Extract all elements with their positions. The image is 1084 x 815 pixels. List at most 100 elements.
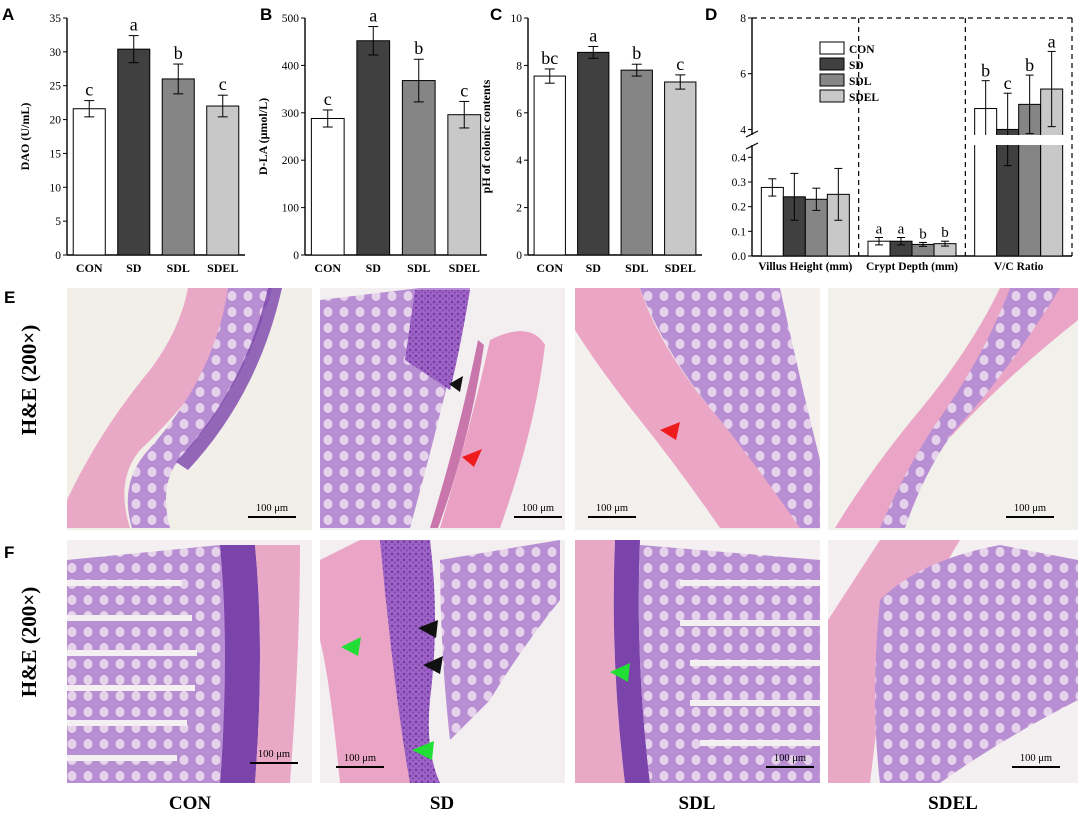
legend: CON SD SDL SDEL: [819, 41, 879, 104]
micrograph-e-sd: 100 μm: [320, 288, 565, 530]
significance-letter: c: [460, 80, 468, 100]
arrowhead-black-icon: [418, 620, 438, 638]
bar-sdl: [620, 69, 653, 256]
x-category-label: SDEL: [665, 261, 696, 275]
bar-sdl: [401, 80, 436, 256]
y-tick-label: 35: [50, 13, 62, 25]
y-axis-title: pH of colonic contents: [479, 79, 493, 193]
y-tick-label: 25: [50, 81, 62, 93]
micrograph-f-sdel: 100 μm: [828, 540, 1078, 783]
scale-bar-label: 100 μm: [596, 503, 628, 514]
legend-label-sdel: SDEL: [849, 92, 879, 104]
scale-bar-label: 100 μm: [1020, 753, 1052, 764]
column-label-sdl: SDL: [679, 793, 716, 814]
y-tick-label: 4: [516, 155, 522, 167]
y-tick-label: 10: [511, 13, 523, 25]
micrograph-f-con: 100 μm: [67, 540, 312, 783]
group-label: Villus Height (mm): [758, 261, 852, 273]
legend-label-sdl: SDL: [849, 76, 872, 88]
bar-sdel: [206, 105, 240, 256]
legend-swatch-sdel: [819, 89, 845, 103]
row-e-stain-label: H&E (200×): [17, 325, 41, 436]
y-tick-label: 15: [50, 148, 62, 160]
x-category-label: CON: [76, 261, 103, 275]
y-tick-label: 6: [516, 108, 522, 120]
column-label-con: CON: [169, 793, 212, 814]
significance-letter: b: [919, 226, 927, 242]
bar-sd: [356, 40, 391, 256]
arrowhead-black-icon: [423, 656, 443, 674]
y-tick-label: 0: [293, 250, 299, 262]
y-tick-label: 4: [740, 124, 746, 136]
bar-sdel: [664, 81, 697, 256]
he-row-f: F H&E (200×) 100 μm: [4, 540, 1078, 783]
legend-swatch-con: [819, 41, 845, 55]
y-tick-label: 10: [50, 182, 62, 194]
bar-sd: [117, 48, 151, 256]
arrowhead-red-icon: [462, 449, 482, 467]
column-label-sdel: SDEL: [928, 793, 978, 814]
scale-bar-label: 100 μm: [256, 503, 288, 514]
y-tick-label: 2: [516, 203, 522, 215]
he-row-e: E H&E (200×) 100 μm 100 μm: [4, 288, 1078, 530]
group-label: Crypt Depth (mm): [866, 261, 958, 273]
row-f-stain-label: H&E (200×): [17, 587, 41, 698]
y-tick-label: 30: [50, 47, 62, 59]
significance-letter: a: [369, 6, 377, 26]
x-category-label: SD: [586, 261, 602, 275]
y-tick-label: 0.2: [732, 202, 747, 214]
legend-label-con: CON: [849, 44, 875, 56]
panel-label: C: [490, 5, 502, 24]
chart-panel-c: C 0 2 4 6 8 10 pH of colonic contents bc CON a SD b S…: [479, 5, 702, 275]
y-tick-label: 8: [740, 13, 746, 25]
arrowhead-red-icon: [660, 422, 680, 440]
x-category-label: SDL: [407, 261, 430, 275]
micrograph-e-con: 100 μm: [67, 288, 312, 530]
arrowhead-black-icon: [449, 376, 463, 392]
significance-letter: c: [85, 80, 93, 100]
y-tick-label: 8: [516, 60, 522, 72]
significance-letter: c: [324, 89, 332, 109]
scale-bar-label: 100 μm: [1014, 503, 1046, 514]
y-tick-label: 0.1: [732, 226, 747, 238]
significance-letter: b: [174, 43, 183, 63]
panel-label: B: [260, 5, 272, 24]
legend-swatch-sdl: [819, 73, 845, 87]
significance-letter: b: [632, 43, 641, 63]
significance-letter: b: [414, 38, 423, 58]
bar-sd: [577, 51, 610, 256]
arrowhead-green-icon: [341, 637, 361, 656]
significance-letter: a: [1048, 31, 1056, 51]
bar-con: [72, 108, 106, 256]
scale-bar-label: 100 μm: [344, 753, 376, 764]
column-label-sd: SD: [430, 793, 454, 814]
bar-con: [533, 75, 566, 256]
y-tick-label: 0: [516, 250, 522, 262]
arrowhead-green-icon: [610, 663, 630, 682]
significance-letter: b: [981, 61, 990, 81]
chart-panel-b: B 0 100 200 300 400 500 D-LA (μmol/L) c CON a SD b SD…: [256, 5, 487, 275]
x-category-label: CON: [536, 261, 563, 275]
y-tick-label: 5: [55, 216, 61, 228]
y-tick-label: 0.0: [732, 251, 747, 263]
bar-sdel: [447, 114, 482, 256]
panel-label-f: F: [4, 543, 14, 562]
micrograph-f-sdl: 100 μm: [575, 540, 820, 783]
y-axis-title: DAO (U/mL): [18, 103, 32, 171]
legend-label-sd: SD: [849, 60, 864, 72]
significance-letter: b: [1025, 55, 1034, 75]
y-tick-label: 0: [55, 250, 61, 262]
axis-break-mark: [745, 130, 759, 138]
y-axis-title: D-LA (μmol/L): [256, 98, 270, 175]
scale-bar-label: 100 μm: [774, 753, 806, 764]
significance-letter: b: [941, 225, 949, 241]
y-tick-label: 100: [282, 203, 300, 215]
micrograph-f-sd: 100 μm: [320, 540, 565, 783]
micrograph-e-sdl: 100 μm: [575, 288, 820, 530]
y-tick-label: 20: [50, 115, 62, 127]
column-labels: CON SD SDL SDEL: [169, 793, 978, 814]
scale-bar-label: 100 μm: [258, 749, 290, 760]
significance-letter: a: [589, 25, 597, 45]
y-tick-label: 6: [740, 69, 746, 81]
